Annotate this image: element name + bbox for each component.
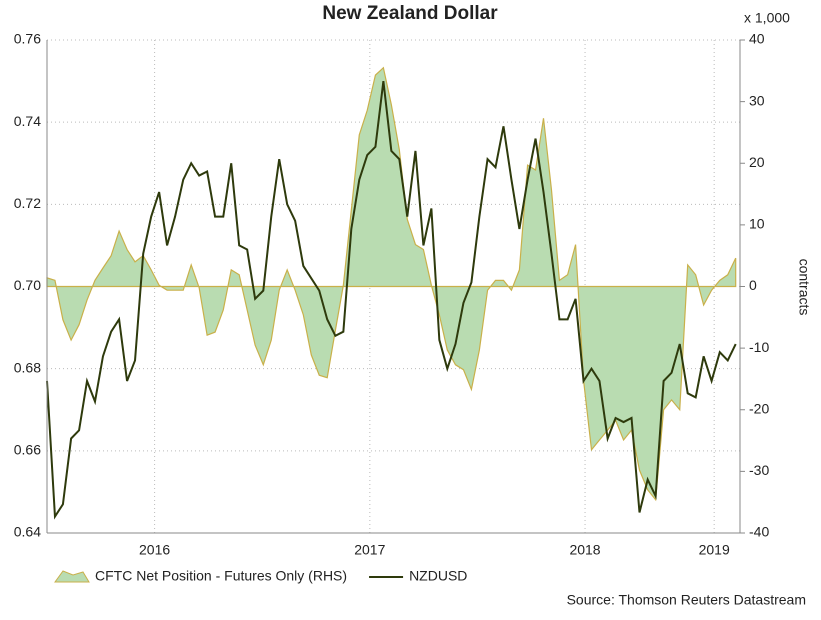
y2-tick-label: -30 xyxy=(749,462,769,478)
legend-label: CFTC Net Position - Futures Only (RHS) xyxy=(95,568,347,584)
y2-tick-label: 30 xyxy=(749,92,765,108)
y-tick-label: 0.70 xyxy=(14,277,41,293)
y2-tick-label: 0 xyxy=(749,277,757,293)
y-tick-label: 0.66 xyxy=(14,442,41,458)
y2-tick-label: -20 xyxy=(749,400,769,416)
x-tick-label: 2016 xyxy=(139,542,170,558)
y-tick-label: 0.68 xyxy=(14,359,41,375)
x-tick-label: 2017 xyxy=(354,542,385,558)
y2-tick-label: -10 xyxy=(749,339,769,355)
legend-label: NZDUSD xyxy=(409,568,467,584)
y2-tick-label: -40 xyxy=(749,524,769,540)
y-tick-label: 0.74 xyxy=(14,113,41,129)
chart-title: New Zealand Dollar xyxy=(322,3,498,24)
line xyxy=(46,80,737,520)
legend-swatch xyxy=(54,570,90,583)
y-tick-label: 0.76 xyxy=(14,31,41,47)
y2-unit: x 1,000 xyxy=(744,10,790,26)
source-note: Source: Thomson Reuters Datastream xyxy=(567,592,806,608)
y2-tick-label: 40 xyxy=(749,31,765,47)
y2-tick-label: 20 xyxy=(749,154,765,170)
y2-axis-label: contracts xyxy=(796,259,812,316)
x-tick-label: 2018 xyxy=(569,542,600,558)
x-tick-label: 2019 xyxy=(699,542,730,558)
y-tick-label: 0.72 xyxy=(14,195,41,211)
y2-tick-label: 10 xyxy=(749,216,765,232)
y-tick-label: 0.64 xyxy=(14,524,41,540)
